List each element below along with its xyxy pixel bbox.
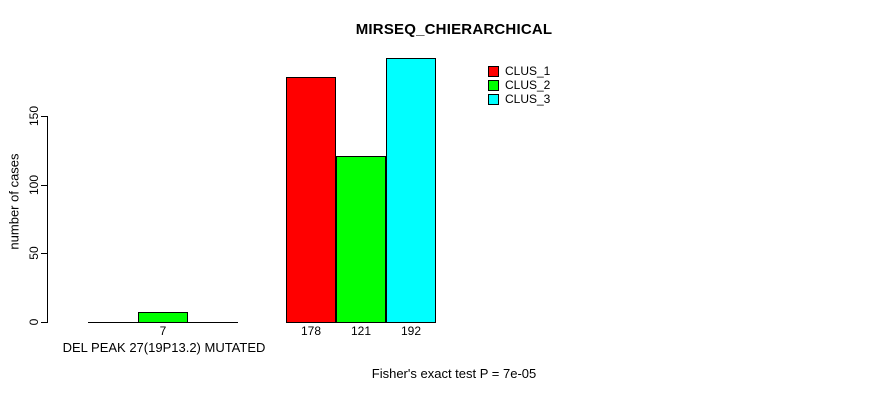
legend-item: CLUS_2 bbox=[488, 78, 550, 92]
bar-clus_2 bbox=[336, 156, 386, 323]
legend-label: CLUS_1 bbox=[505, 64, 551, 78]
bar-value-label: 192 bbox=[400, 324, 422, 338]
bar-clus_1 bbox=[286, 77, 336, 323]
legend-swatch bbox=[488, 65, 499, 77]
y-axis-line bbox=[47, 116, 48, 322]
legend-item: CLUS_1 bbox=[488, 64, 550, 78]
y-tick-mark bbox=[41, 253, 48, 254]
y-tick-mark bbox=[41, 322, 48, 323]
bar-clus_1-zero bbox=[88, 322, 138, 323]
x-group-label: DEL PEAK 27(19P13.2) MUTATED bbox=[62, 340, 266, 355]
bar-value-label: 7 bbox=[159, 324, 167, 338]
legend-swatch bbox=[488, 93, 499, 105]
bar-clus_3 bbox=[386, 58, 436, 323]
bar-value-label: 178 bbox=[300, 324, 322, 338]
legend-label: CLUS_3 bbox=[505, 92, 551, 106]
legend-item: CLUS_3 bbox=[488, 92, 550, 106]
footnote: Fisher's exact test P = 7e-05 bbox=[371, 366, 537, 381]
y-tick-label: 50 bbox=[27, 246, 41, 260]
bar-clus_2 bbox=[138, 312, 188, 323]
legend-swatch bbox=[488, 79, 499, 91]
chart-title: MIRSEQ_CHIERARCHICAL bbox=[355, 21, 553, 38]
y-tick-label: 150 bbox=[27, 105, 41, 127]
y-tick-mark bbox=[41, 185, 48, 186]
bar-clus_3-zero bbox=[188, 322, 238, 323]
legend-label: CLUS_2 bbox=[505, 78, 551, 92]
y-axis-title: number of cases bbox=[6, 153, 22, 250]
y-tick-label: 100 bbox=[27, 174, 41, 196]
legend: CLUS_1 CLUS_2 CLUS_3 bbox=[488, 64, 550, 106]
bar-value-label: 121 bbox=[350, 324, 372, 338]
y-tick-label: 0 bbox=[27, 318, 41, 326]
y-tick-mark bbox=[41, 116, 48, 117]
